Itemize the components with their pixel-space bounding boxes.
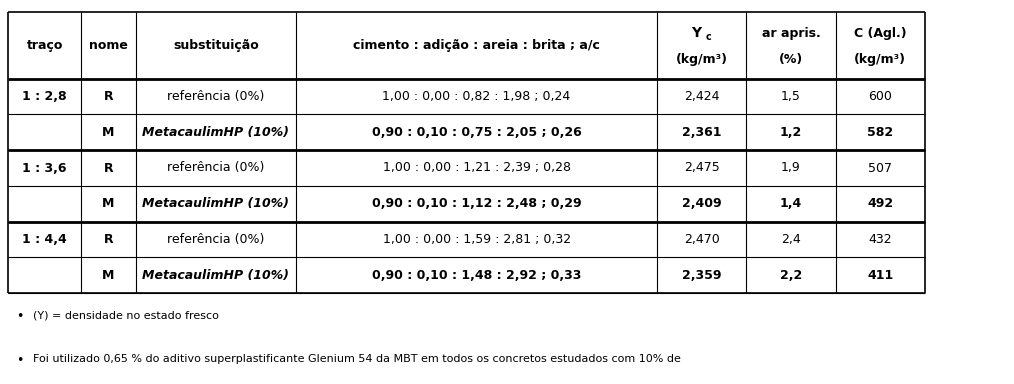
Text: R: R: [103, 162, 114, 174]
Text: MetacaulimHP (10%): MetacaulimHP (10%): [143, 126, 289, 139]
Text: 1,00 : 0,00 : 0,82 : 1,98 ; 0,24: 1,00 : 0,00 : 0,82 : 1,98 ; 0,24: [382, 90, 571, 103]
Text: 2,4: 2,4: [781, 233, 801, 246]
Text: (kg/m³): (kg/m³): [854, 53, 907, 66]
Text: 432: 432: [868, 233, 892, 246]
Text: referência (0%): referência (0%): [167, 90, 265, 103]
Text: ar apris.: ar apris.: [762, 26, 820, 40]
Text: 1,5: 1,5: [781, 90, 801, 103]
Text: 1,4: 1,4: [780, 197, 802, 210]
Text: c: c: [706, 32, 712, 42]
Text: cimento : adição : areia : brita ; a/c: cimento : adição : areia : brita ; a/c: [353, 39, 600, 51]
Text: 2,2: 2,2: [780, 269, 802, 281]
Text: C (Agl.): C (Agl.): [854, 26, 907, 40]
Text: 1 : 2,8: 1 : 2,8: [22, 90, 67, 103]
Text: (%): (%): [779, 53, 803, 66]
Text: MetacaulimHP (10%): MetacaulimHP (10%): [143, 197, 289, 210]
Text: 2,359: 2,359: [682, 269, 721, 281]
Text: 411: 411: [867, 269, 893, 281]
Text: 582: 582: [867, 126, 893, 139]
Text: M: M: [102, 269, 115, 281]
Text: (kg/m³): (kg/m³): [675, 53, 728, 66]
Text: 1,9: 1,9: [781, 162, 801, 174]
Text: Foi utilizado 0,65 % do aditivo superplastificante Glenium 54 da MBT em todos os: Foi utilizado 0,65 % do aditivo superpla…: [33, 354, 681, 364]
Text: 0,90 : 0,10 : 0,75 : 2,05 ; 0,26: 0,90 : 0,10 : 0,75 : 2,05 ; 0,26: [372, 126, 581, 139]
Text: MetacaulimHP (10%): MetacaulimHP (10%): [143, 269, 289, 281]
Text: referência (0%): referência (0%): [167, 162, 265, 174]
Text: •: •: [16, 310, 24, 323]
Text: 507: 507: [868, 162, 892, 174]
Text: 2,409: 2,409: [681, 197, 722, 210]
Text: 600: 600: [868, 90, 892, 103]
Text: R: R: [103, 233, 114, 246]
Text: referência (0%): referência (0%): [167, 233, 265, 246]
Text: substituição: substituição: [173, 39, 259, 51]
Text: M: M: [102, 197, 115, 210]
Text: •: •: [16, 354, 24, 367]
Text: 1,2: 1,2: [780, 126, 802, 139]
Text: nome: nome: [89, 39, 128, 51]
Text: M: M: [102, 126, 115, 139]
Text: R: R: [103, 90, 114, 103]
Text: 1 : 4,4: 1 : 4,4: [22, 233, 67, 246]
Text: 0,90 : 0,10 : 1,48 : 2,92 ; 0,33: 0,90 : 0,10 : 1,48 : 2,92 ; 0,33: [372, 269, 581, 281]
Text: 1 : 3,6: 1 : 3,6: [22, 162, 67, 174]
Text: Υ: Υ: [692, 26, 702, 40]
Text: 492: 492: [867, 197, 893, 210]
Text: 1,00 : 0,00 : 1,21 : 2,39 ; 0,28: 1,00 : 0,00 : 1,21 : 2,39 ; 0,28: [382, 162, 571, 174]
Text: 1,00 : 0,00 : 1,59 : 2,81 ; 0,32: 1,00 : 0,00 : 1,59 : 2,81 ; 0,32: [382, 233, 571, 246]
Text: 2,475: 2,475: [683, 162, 720, 174]
Text: (Υ⁣) = densidade no estado fresco: (Υ⁣) = densidade no estado fresco: [33, 310, 219, 320]
Text: 2,424: 2,424: [683, 90, 720, 103]
Text: traço: traço: [26, 39, 63, 51]
Text: 2,470: 2,470: [683, 233, 720, 246]
Text: 0,90 : 0,10 : 1,12 : 2,48 ; 0,29: 0,90 : 0,10 : 1,12 : 2,48 ; 0,29: [372, 197, 581, 210]
Text: 2,361: 2,361: [682, 126, 721, 139]
